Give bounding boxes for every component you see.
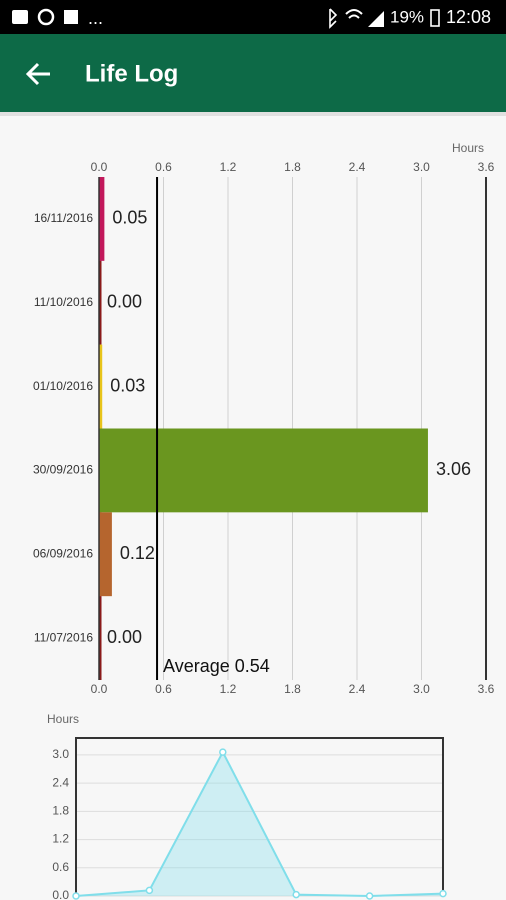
- y-tick-label: 1.8: [52, 804, 69, 818]
- battery-icon: [430, 9, 440, 27]
- line: [75, 749, 444, 898]
- battery-text: 19%: [390, 7, 424, 26]
- value-label: 0.03: [110, 375, 145, 395]
- point: [365, 892, 374, 900]
- app-bar: [0, 34, 506, 112]
- x-tick-label: 0.0: [91, 682, 108, 696]
- x-tick-label: 3.6: [478, 682, 495, 696]
- signal-icon: [368, 11, 384, 27]
- y-tick-label: 0.0: [52, 888, 69, 900]
- status-overflow: ...: [88, 8, 103, 28]
- x-tick-label: 1.2: [220, 160, 237, 174]
- clock: 12:08: [446, 7, 491, 27]
- y-tick-label: 3.0: [52, 747, 69, 761]
- point: [292, 890, 300, 899]
- y-tick-label: 1.2: [52, 832, 69, 846]
- value-label: 3.06: [436, 459, 471, 479]
- app-title: Life Log: [85, 60, 178, 87]
- bar: [99, 177, 105, 261]
- status-icon: [12, 10, 28, 24]
- value-label: 0.00: [107, 292, 142, 312]
- x-tick-label: 3.6: [478, 160, 495, 174]
- x-axis-label: Hours: [452, 141, 484, 155]
- y-tick-label: 30/09/2016: [33, 463, 93, 477]
- y-tick-label: 16/11/2016: [34, 211, 93, 225]
- y-tick-label: 0.6: [52, 860, 69, 874]
- status-icon: [37, 8, 55, 26]
- point: [72, 892, 80, 900]
- y-tick-label: 2.4: [52, 775, 69, 789]
- back-button[interactable]: [25, 62, 50, 86]
- wifi-icon: [345, 9, 363, 19]
- bar: [99, 428, 428, 513]
- x-tick-label: 3.0: [413, 682, 430, 696]
- status-icon: [64, 10, 78, 24]
- y-tick-label: 11/07/2016: [34, 630, 93, 644]
- x-tick-label: 0.6: [155, 160, 172, 174]
- bar: [99, 512, 112, 597]
- x-tick-label: 0.0: [91, 160, 108, 174]
- value-label: 0.12: [120, 543, 155, 563]
- frame: [75, 737, 444, 896]
- status-bar: [0, 0, 506, 34]
- point: [439, 889, 447, 898]
- y-tick-label: 01/10/2016: [33, 379, 93, 393]
- y-tick-label: 06/09/2016: [33, 546, 93, 560]
- x-tick-label: 2.4: [349, 160, 366, 174]
- x-tick-label: 1.2: [220, 682, 237, 696]
- x-tick-label: 0.6: [155, 682, 172, 696]
- value-label: 0.00: [107, 627, 142, 647]
- x-tick-label: 1.8: [284, 682, 301, 696]
- app-bar-shadow: [0, 112, 506, 116]
- point: [219, 748, 227, 756]
- y-tick-label: 11/10/2016: [34, 295, 93, 309]
- average-label: Average 0.54: [163, 656, 270, 676]
- x-tick-label: 2.4: [349, 682, 366, 696]
- point: [145, 886, 154, 895]
- x-tick-label: 3.0: [413, 160, 430, 174]
- y-axis-label: Hours: [47, 712, 79, 726]
- value-label: 0.05: [112, 208, 147, 228]
- bluetooth-icon: [329, 8, 338, 29]
- x-tick-label: 1.8: [284, 160, 301, 174]
